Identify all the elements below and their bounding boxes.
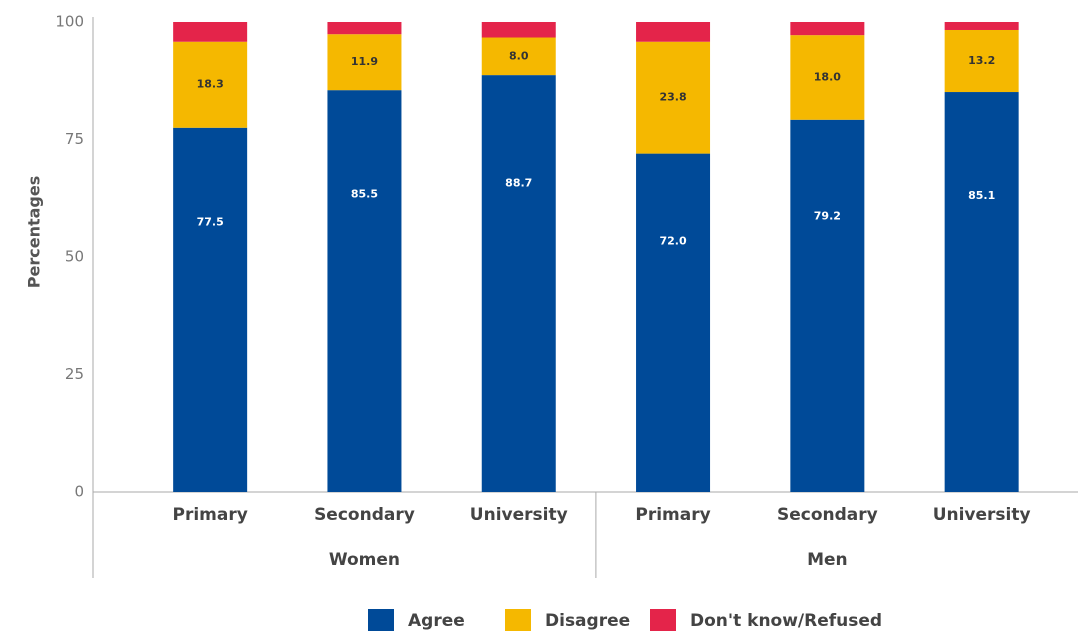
legend-label: Don't know/Refused <box>690 611 882 631</box>
data-label: 72.0 <box>659 235 686 248</box>
bar-segment <box>636 22 711 42</box>
data-label: 18.3 <box>197 78 224 91</box>
bar-segment <box>173 41 248 128</box>
x-tick-label: Secondary <box>777 505 878 525</box>
data-label: 8.0 <box>509 49 529 62</box>
bar-segment <box>481 75 556 493</box>
bar-segment <box>327 34 402 91</box>
legend-swatch <box>368 609 394 631</box>
bar-segment <box>944 92 1019 492</box>
group-label: Men <box>807 550 848 570</box>
data-label: 85.1 <box>968 189 995 202</box>
data-label: 85.5 <box>351 188 378 201</box>
bar-segment <box>481 37 556 76</box>
bar-segment <box>327 90 402 493</box>
x-tick-label: University <box>470 505 568 525</box>
x-tick-label: Primary <box>635 505 710 525</box>
y-tick-label: 75 <box>65 130 84 148</box>
data-label: 13.2 <box>968 54 995 67</box>
legend-label: Agree <box>408 611 465 631</box>
y-tick-label: 0 <box>74 483 84 501</box>
bar-segment <box>790 119 865 492</box>
y-tick-label: 50 <box>65 248 84 266</box>
bar-segment <box>327 22 402 35</box>
legend-label: Disagree <box>545 611 630 631</box>
data-label: 77.5 <box>197 215 224 228</box>
data-label: 88.7 <box>505 177 532 190</box>
bar-segment <box>944 22 1019 30</box>
data-label: 18.0 <box>814 70 841 83</box>
bar-segment <box>790 22 865 36</box>
y-tick-label: 25 <box>65 365 84 383</box>
bar-segment <box>481 22 556 38</box>
data-label: 11.9 <box>351 55 378 68</box>
y-tick-label: 100 <box>55 13 84 31</box>
data-label: 23.8 <box>659 91 686 104</box>
bar-segment <box>636 153 711 492</box>
bar-segment <box>636 41 711 154</box>
bar-segment <box>790 35 865 120</box>
bar-segment <box>944 29 1019 93</box>
legend-swatch <box>650 609 676 631</box>
x-tick-label: Primary <box>172 505 247 525</box>
legend-swatch <box>505 609 531 631</box>
bar-segment <box>173 127 248 492</box>
y-axis-label: Percentages <box>25 176 44 288</box>
x-tick-label: Secondary <box>314 505 415 525</box>
group-label: Women <box>329 550 400 570</box>
bar-segment <box>173 22 248 42</box>
x-tick-label: University <box>933 505 1031 525</box>
data-label: 79.2 <box>814 210 841 223</box>
